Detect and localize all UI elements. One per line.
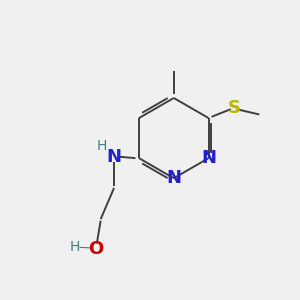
Text: H: H [97, 139, 107, 153]
Text: H: H [70, 240, 80, 254]
Text: O: O [88, 240, 104, 258]
Text: N: N [166, 169, 181, 187]
Text: N: N [201, 149, 216, 167]
Text: S: S [228, 99, 241, 117]
Text: N: N [106, 148, 122, 166]
